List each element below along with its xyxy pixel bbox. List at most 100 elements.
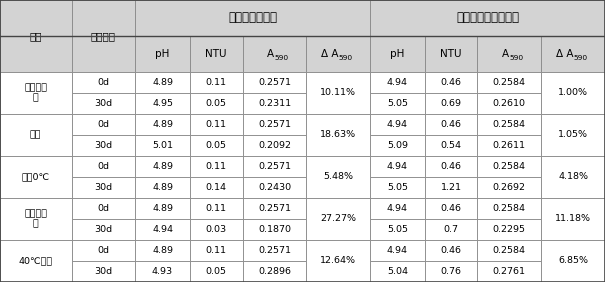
Text: 0.46: 0.46 — [440, 120, 462, 129]
Bar — [370, 198, 425, 219]
Text: 590: 590 — [275, 55, 289, 61]
Bar — [425, 36, 477, 72]
Text: 0d: 0d — [97, 246, 110, 255]
Bar — [190, 219, 243, 240]
Text: 0.05: 0.05 — [206, 99, 227, 108]
Text: 5.09: 5.09 — [387, 141, 408, 150]
Text: 0.05: 0.05 — [206, 141, 227, 150]
Text: NTU: NTU — [206, 49, 227, 59]
Bar — [306, 93, 370, 114]
Text: 4.95: 4.95 — [152, 99, 173, 108]
Text: 4.89: 4.89 — [152, 162, 173, 171]
Bar — [541, 93, 605, 114]
Bar — [0, 93, 71, 114]
Text: 0.2430: 0.2430 — [258, 183, 291, 192]
Text: 放置时间: 放置时间 — [91, 31, 116, 41]
Bar — [425, 219, 477, 240]
Text: 4.89: 4.89 — [152, 183, 173, 192]
Bar — [243, 36, 306, 72]
Bar — [541, 36, 605, 72]
Bar — [190, 198, 243, 219]
Bar — [0, 0, 71, 72]
Bar — [306, 36, 370, 72]
Text: 0.2092: 0.2092 — [258, 141, 291, 150]
Bar — [541, 156, 605, 177]
Text: 1.05%: 1.05% — [558, 130, 588, 139]
Text: 27.27%: 27.27% — [320, 215, 356, 223]
Text: 18.63%: 18.63% — [320, 130, 356, 139]
Text: 5.04: 5.04 — [387, 267, 408, 276]
Bar — [477, 240, 541, 261]
Bar — [136, 198, 190, 219]
Bar — [425, 114, 477, 135]
Bar — [243, 177, 306, 198]
Text: 含焦糖色素酒体: 含焦糖色素酒体 — [228, 12, 277, 25]
Text: 0.2611: 0.2611 — [493, 141, 526, 150]
Bar — [370, 156, 425, 177]
Text: 0d: 0d — [97, 204, 110, 213]
Bar — [243, 198, 306, 219]
Text: 0.2571: 0.2571 — [258, 120, 291, 129]
Text: 12.64%: 12.64% — [320, 257, 356, 265]
Bar — [71, 156, 136, 177]
Text: 0.2571: 0.2571 — [258, 78, 291, 87]
Bar — [425, 156, 477, 177]
Bar — [136, 240, 190, 261]
Bar — [370, 0, 605, 36]
Text: 0.11: 0.11 — [206, 246, 227, 255]
Text: 0.2584: 0.2584 — [493, 78, 526, 87]
Bar — [477, 135, 541, 156]
Bar — [541, 198, 605, 240]
Bar — [306, 240, 370, 282]
Text: 10.11%: 10.11% — [320, 88, 356, 97]
Bar — [136, 0, 370, 36]
Bar — [477, 114, 541, 135]
Bar — [136, 36, 190, 72]
Bar — [306, 114, 370, 156]
Bar — [136, 72, 190, 93]
Bar — [71, 135, 136, 156]
Text: 1.00%: 1.00% — [558, 88, 588, 97]
Bar — [306, 135, 370, 156]
Bar — [0, 177, 71, 198]
Bar — [425, 93, 477, 114]
Bar — [0, 114, 71, 156]
Bar — [136, 93, 190, 114]
Text: 4.94: 4.94 — [152, 225, 173, 234]
Bar — [306, 114, 370, 135]
Bar — [0, 72, 71, 93]
Text: 4.89: 4.89 — [152, 120, 173, 129]
Bar — [0, 156, 71, 177]
Text: 0.14: 0.14 — [206, 183, 227, 192]
Text: 0.2584: 0.2584 — [493, 162, 526, 171]
Text: 0.11: 0.11 — [206, 204, 227, 213]
Bar — [541, 177, 605, 198]
Bar — [306, 198, 370, 219]
Text: 4.93: 4.93 — [152, 267, 173, 276]
Text: 0.76: 0.76 — [440, 267, 462, 276]
Bar — [0, 219, 71, 240]
Text: 环境: 环境 — [30, 31, 42, 41]
Bar — [136, 135, 190, 156]
Bar — [71, 114, 136, 135]
Bar — [541, 135, 605, 156]
Text: 4.94: 4.94 — [387, 120, 408, 129]
Bar — [71, 72, 136, 93]
Text: 5.48%: 5.48% — [323, 172, 353, 181]
Text: 590: 590 — [573, 55, 587, 61]
Bar — [136, 114, 190, 135]
Text: 0.2584: 0.2584 — [493, 246, 526, 255]
Bar — [243, 72, 306, 93]
Text: 0.11: 0.11 — [206, 78, 227, 87]
Text: 1.21: 1.21 — [440, 183, 462, 192]
Bar — [370, 135, 425, 156]
Bar — [306, 156, 370, 198]
Bar — [541, 219, 605, 240]
Text: 4.94: 4.94 — [387, 246, 408, 255]
Text: 含复合天然色素酒体: 含复合天然色素酒体 — [456, 12, 519, 25]
Bar — [370, 261, 425, 282]
Bar — [71, 219, 136, 240]
Text: Δ A: Δ A — [555, 49, 573, 59]
Text: 4.94: 4.94 — [387, 204, 408, 213]
Bar — [0, 198, 71, 219]
